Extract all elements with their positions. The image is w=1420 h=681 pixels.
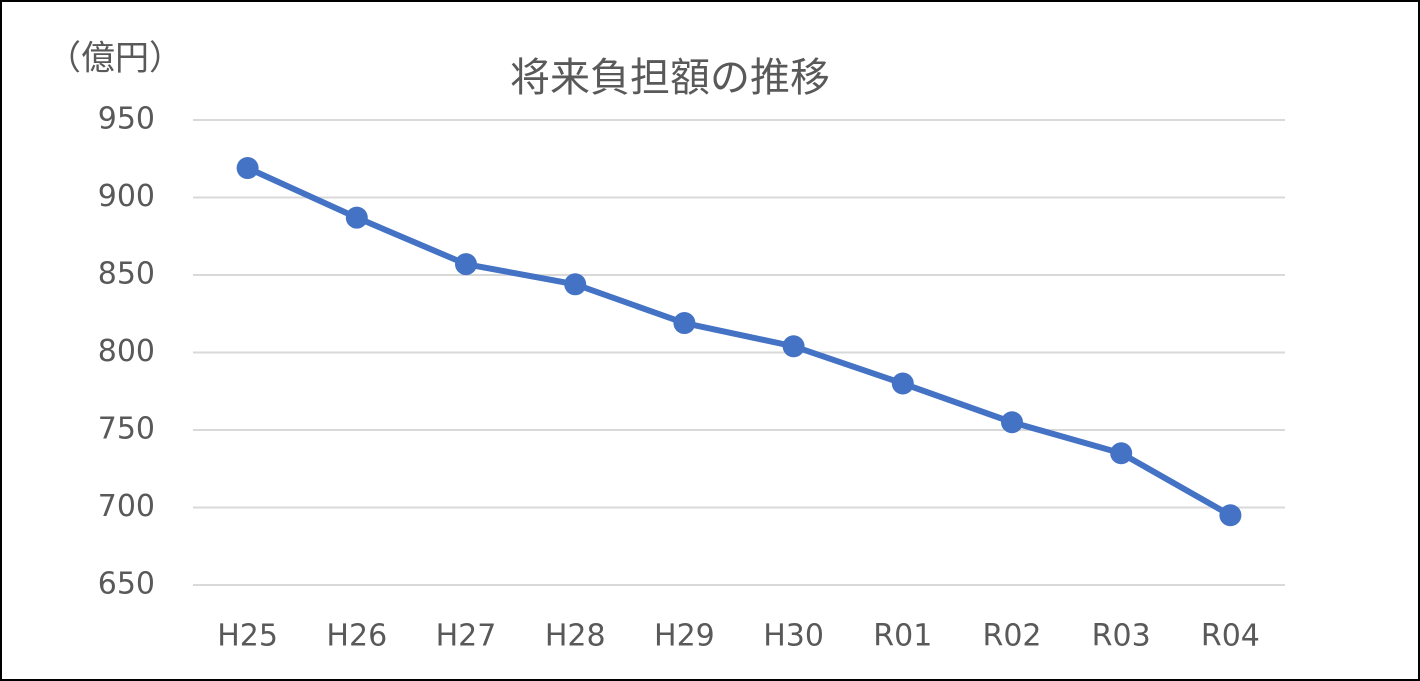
chart-title: 将来負担額の推移 bbox=[510, 55, 830, 101]
y-tick-label: 900 bbox=[98, 179, 155, 214]
y-tick-label: 750 bbox=[98, 412, 155, 447]
y-tick-label: 950 bbox=[98, 102, 155, 137]
x-tick-label: H25 bbox=[217, 619, 278, 654]
x-tick-label: R03 bbox=[1092, 619, 1151, 654]
y-tick-label: 700 bbox=[98, 489, 155, 524]
data-point bbox=[345, 206, 368, 229]
data-line bbox=[246, 165, 1232, 518]
data-point bbox=[673, 312, 696, 335]
y-tick-label: 850 bbox=[98, 257, 155, 292]
y-axis-label: （億円） bbox=[47, 39, 183, 79]
x-tick-label: H27 bbox=[436, 619, 497, 654]
data-point bbox=[1001, 411, 1023, 434]
data-point bbox=[236, 157, 259, 180]
x-tick-label: R04 bbox=[1201, 619, 1260, 654]
data-point bbox=[782, 335, 805, 358]
y-tick-label: 650 bbox=[98, 567, 155, 602]
data-point bbox=[455, 253, 477, 276]
x-tick-label: H26 bbox=[326, 619, 387, 654]
x-tick-label: H30 bbox=[763, 619, 824, 654]
x-tick-label: H28 bbox=[545, 619, 606, 654]
data-point bbox=[1110, 442, 1133, 465]
y-tick-label: 800 bbox=[98, 334, 155, 369]
x-tick-label: H29 bbox=[654, 619, 715, 654]
x-tick-label: R01 bbox=[873, 619, 932, 654]
data-point bbox=[564, 273, 587, 296]
data-point bbox=[1219, 504, 1242, 527]
x-tick-label: R02 bbox=[982, 619, 1041, 654]
data-point bbox=[891, 372, 914, 395]
